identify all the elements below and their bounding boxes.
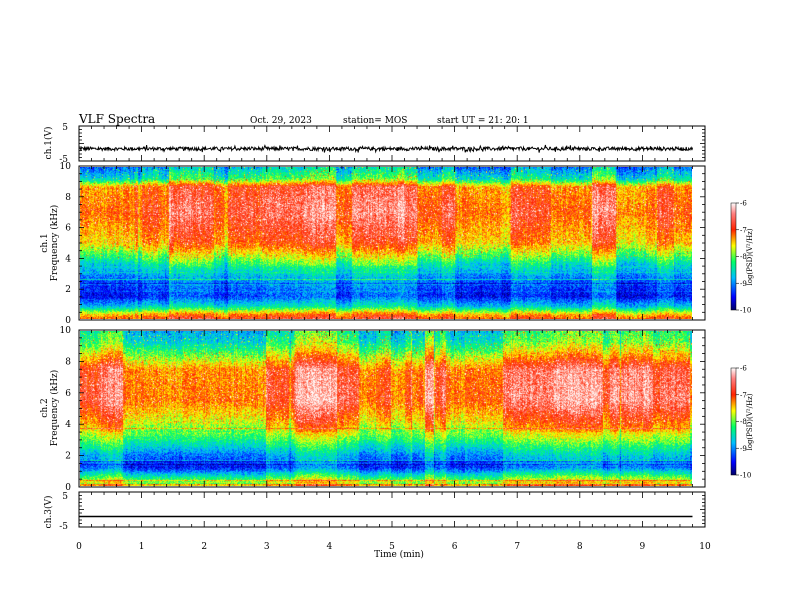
ch3-voltage-panel: 5 -5 ch.3(V) [43, 491, 706, 532]
frequency-tick-label: 4 [65, 254, 71, 264]
time-tick-label: 10 [699, 542, 711, 552]
ch3-ytick-top: 5 [62, 492, 68, 502]
time-tick-label: 6 [452, 542, 458, 552]
colorbar-tick-label: -10 [740, 472, 751, 480]
ch1-colorbar: -6 -7 -8 -9 -10 log(PSD)(V²/Hz) [730, 200, 754, 315]
ch1-colorbar-gradient [730, 202, 737, 311]
colorbar-tick-label: -7 [740, 391, 747, 399]
ch1-spectrogram-ylabel-channel: ch.1 [40, 233, 50, 252]
ch1-colorbar-label: log(PSD)(V²/Hz) [746, 228, 754, 285]
frequency-tick-label: 10 [60, 162, 72, 172]
colorbar-tick-label: -8 [740, 418, 747, 426]
date-label: Oct. 29, 2023 [250, 116, 312, 126]
frequency-tick-label: 2 [65, 452, 71, 462]
frequency-tick-label: 10 [60, 326, 72, 336]
frequency-tick-label: 6 [65, 224, 71, 234]
ch2-spectrogram-ylabel-frequency: Frequency (kHz) [49, 370, 60, 447]
ch1-voltage-trace [78, 144, 693, 154]
frequency-tick-label: 8 [65, 193, 71, 203]
colorbar-tick-label: -8 [740, 253, 747, 261]
time-tick-label: 5 [389, 542, 395, 552]
ch2-spectrogram-ylabel-channel: ch.2 [40, 398, 50, 417]
time-axis-tick-labels: 0 1 2 3 4 5 6 7 8 9 10 [76, 542, 711, 552]
ch2-colorbar: -6 -7 -8 -9 -10 log(PSD)(V²/Hz) [730, 365, 754, 480]
ch2-spectrogram-image [80, 331, 692, 486]
ch2-spectrogram-panel: 0 2 4 6 8 10 ch.2 Frequency (kHz) [40, 326, 706, 493]
ch1-ytick-top: 5 [62, 123, 68, 133]
time-tick-label: 7 [514, 542, 520, 552]
colorbar-tick-label: -9 [740, 280, 747, 288]
frequency-tick-label: 2 [65, 285, 71, 295]
station-label: station= MOS [343, 116, 407, 126]
colorbar-tick-label: -9 [740, 445, 747, 453]
start-time-label: start UT = 21: 20: 1 [437, 116, 529, 126]
time-tick-label: 8 [577, 542, 583, 552]
ch1-spectrogram-ylabel-frequency: Frequency (kHz) [49, 205, 60, 282]
colorbar-tick-label: -6 [740, 200, 747, 208]
time-axis-ticks [78, 125, 706, 528]
figure-title: VLF Spectra [78, 112, 155, 126]
frequency-tick-label: 4 [65, 420, 71, 430]
ch2-freq-ticks: 0 2 4 6 8 10 [60, 326, 705, 493]
ch1-voltage-panel: 5 -5 ch.1(V) [43, 123, 706, 165]
ch1-spectrogram-panel: 0 2 4 6 8 10 ch.1 Frequency (kHz) [40, 162, 706, 326]
ch1-ytick-bottom: -5 [59, 155, 68, 165]
frequency-tick-label: 8 [65, 357, 71, 367]
ch2-colorbar-label: log(PSD)(V²/Hz) [746, 393, 754, 450]
ch1-colorbar-ticks: -6 -7 -8 -9 -10 [736, 200, 751, 315]
time-axis-label: Time (min) [374, 549, 424, 560]
ch1-voltage-ylabel: ch.1(V) [43, 127, 54, 160]
time-tick-label: 1 [139, 542, 145, 552]
frequency-tick-label: 0 [65, 483, 71, 493]
ch2-colorbar-ticks: -6 -7 -8 -9 -10 [736, 365, 751, 480]
ch1-spectrogram-image [80, 167, 692, 319]
ch2-colorbar-gradient [730, 367, 737, 476]
time-tick-label: 9 [640, 542, 646, 552]
frequency-tick-label: 6 [65, 389, 71, 399]
frequency-tick-label: 0 [65, 316, 71, 326]
time-tick-label: 4 [327, 542, 333, 552]
ch3-ytick-bottom: -5 [59, 522, 68, 532]
colorbar-tick-label: -10 [740, 307, 751, 315]
ch1-freq-ticks: 0 2 4 6 8 10 [60, 162, 705, 326]
time-tick-label: 2 [201, 542, 207, 552]
colorbar-tick-label: -6 [740, 365, 747, 373]
colorbar-tick-label: -7 [740, 226, 747, 234]
ch3-voltage-ylabel: ch.3(V) [43, 496, 54, 529]
time-tick-label: 3 [264, 542, 270, 552]
time-tick-label: 0 [76, 542, 82, 552]
